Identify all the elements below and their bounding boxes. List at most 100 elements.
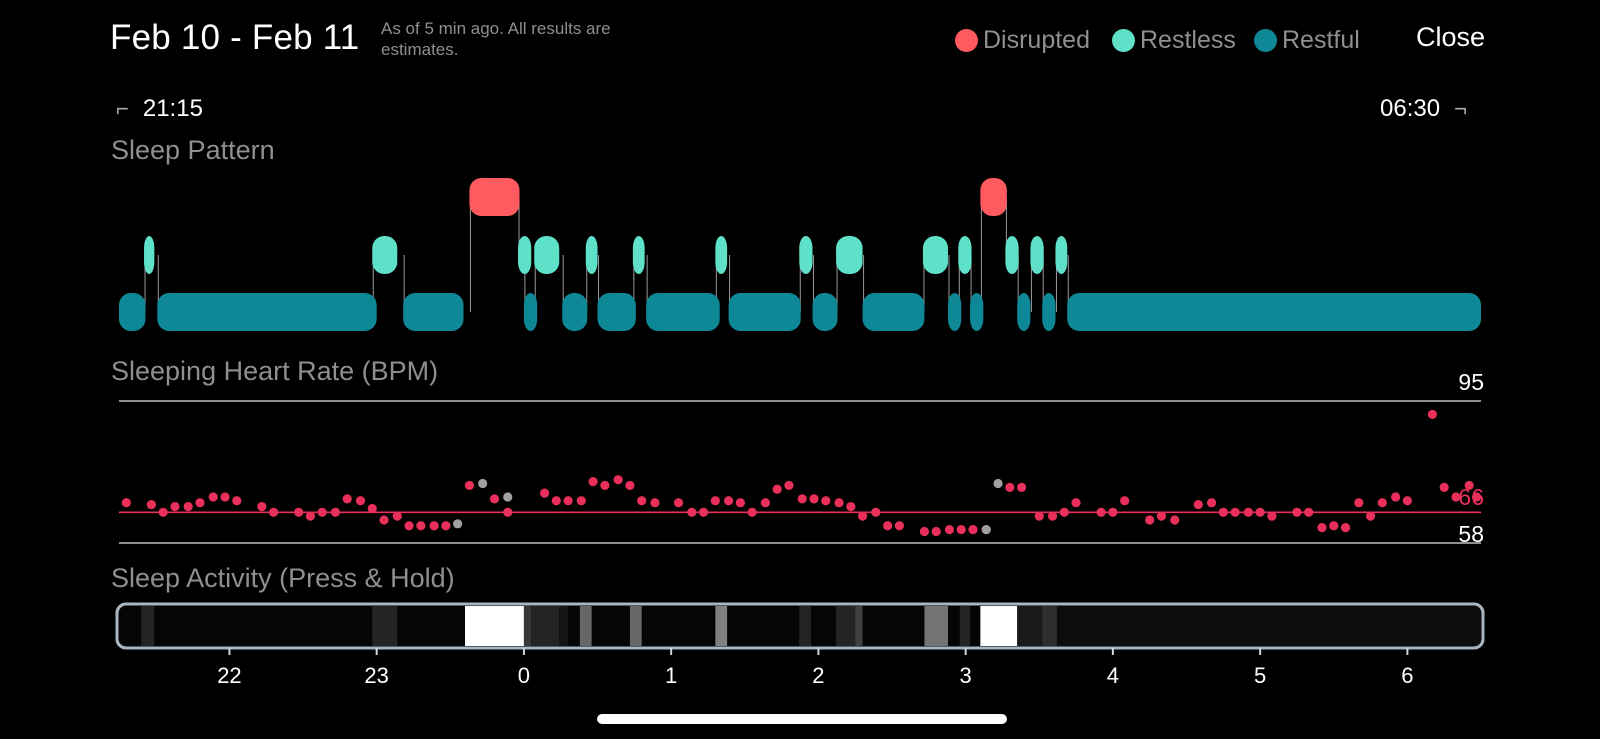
time-range-end: 06:30 ¬	[1380, 95, 1467, 123]
hr-point	[784, 480, 794, 491]
sleep-stage-restful	[1067, 293, 1481, 331]
hr-point	[883, 521, 893, 531]
sleep-stage-restless	[1005, 236, 1019, 274]
sleep-stage-restful	[119, 293, 146, 331]
x-tick-label: 23	[364, 663, 388, 688]
end-time: 06:30	[1380, 95, 1441, 122]
activity-cell	[141, 606, 155, 646]
sleep-pattern-chart[interactable]	[119, 178, 1481, 331]
hr-point	[1304, 507, 1314, 517]
hr-point	[342, 494, 352, 504]
hr-point	[1292, 507, 1302, 517]
legend-restful: Restful	[1254, 26, 1360, 55]
hr-point	[673, 498, 684, 508]
hr-point-gray	[478, 478, 488, 489]
home-indicator[interactable]	[597, 714, 1007, 724]
hr-point	[1170, 515, 1180, 525]
hr-point	[894, 521, 904, 531]
hr-point	[588, 476, 598, 487]
hr-point	[294, 507, 304, 517]
activity-cell	[523, 606, 532, 646]
hr-point	[195, 498, 205, 508]
hr-point	[710, 496, 720, 506]
hr-point	[625, 480, 635, 491]
sleep-stage-restless	[144, 236, 155, 274]
hr-point	[305, 511, 316, 521]
hr-point	[158, 507, 168, 517]
hr-point	[1034, 511, 1044, 521]
hr-point	[208, 492, 218, 502]
hr-point	[931, 526, 941, 537]
hr-point	[1243, 507, 1253, 517]
hr-point	[1120, 496, 1130, 506]
legend-restless-label: Restless	[1140, 26, 1236, 54]
hr-point	[760, 498, 770, 508]
activity-cell	[465, 606, 524, 646]
sleep-stage-restful	[812, 293, 838, 331]
hr-point	[1390, 492, 1401, 502]
hr-point	[1377, 498, 1387, 508]
hr-point	[367, 503, 377, 514]
hr-point	[392, 511, 402, 521]
sleep-stage-restful	[562, 293, 588, 331]
hr-point	[1267, 511, 1277, 521]
estimate-note: As of 5 min ago. All results are estimat…	[381, 19, 611, 59]
close-button[interactable]: Close	[1416, 22, 1486, 52]
activity-cell	[372, 606, 398, 646]
activity-cell	[715, 606, 728, 646]
activity-cell	[1042, 606, 1057, 646]
sleep-stage-restful	[157, 293, 377, 331]
activity-cell	[579, 606, 592, 646]
hr-point	[503, 507, 513, 517]
sleep-stage-disrupted	[980, 178, 1007, 216]
hr-point	[464, 480, 475, 491]
hr-point	[698, 507, 709, 517]
activity-cell	[559, 606, 569, 646]
hr-point	[1464, 480, 1474, 491]
x-tick-label: 0	[518, 663, 530, 688]
hr-point	[1427, 409, 1438, 420]
x-tick-label: 5	[1254, 663, 1266, 688]
hr-point	[1047, 511, 1058, 521]
sleep-stage-restful	[1017, 293, 1031, 331]
x-tick-label: 4	[1107, 663, 1119, 688]
hr-point	[637, 496, 647, 506]
hr-point	[563, 496, 573, 506]
hr-point	[379, 515, 389, 525]
hr-point-gray	[503, 492, 513, 502]
hr-point	[1451, 492, 1461, 502]
heart-rate-title: Sleeping Heart Rate (BPM)	[111, 356, 439, 386]
disrupted-dot-icon	[955, 29, 978, 52]
sleep-stage-restless	[534, 236, 560, 274]
sleep-activity-chart[interactable]: 22 23 0 1 2 3 4 5 6	[115, 602, 1485, 688]
hr-point	[416, 521, 426, 531]
hr-point-gray	[981, 524, 991, 535]
hr-point	[183, 501, 193, 512]
hr-point	[1471, 492, 1482, 502]
hr-point	[1317, 523, 1327, 533]
hr-point	[269, 507, 279, 517]
sleep-stage-restless	[715, 236, 728, 274]
hr-point	[1005, 482, 1015, 492]
legend-disrupted-label: Disrupted	[983, 26, 1090, 54]
sleep-stage-restless	[836, 236, 863, 274]
hr-point	[330, 507, 341, 517]
hr-point	[1329, 521, 1339, 531]
activity-cell	[799, 606, 812, 646]
hr-point	[1340, 523, 1351, 533]
hr-min-label: 58	[1458, 521, 1484, 547]
hr-point	[1206, 498, 1217, 508]
activity-cell	[629, 606, 642, 646]
hr-point	[747, 507, 757, 517]
sleep-stage-restful	[403, 293, 464, 331]
date-range-title: Feb 10 - Feb 11	[110, 18, 360, 57]
hr-point	[613, 475, 623, 485]
hr-point	[257, 501, 267, 512]
sleep-stage-restless	[799, 236, 813, 274]
heart-rate-chart: 95 58 66	[119, 369, 1484, 547]
sleep-stage-restless	[372, 236, 398, 274]
x-tick-label: 1	[665, 663, 677, 688]
hr-point	[1439, 482, 1449, 492]
hr-point	[1255, 507, 1265, 517]
